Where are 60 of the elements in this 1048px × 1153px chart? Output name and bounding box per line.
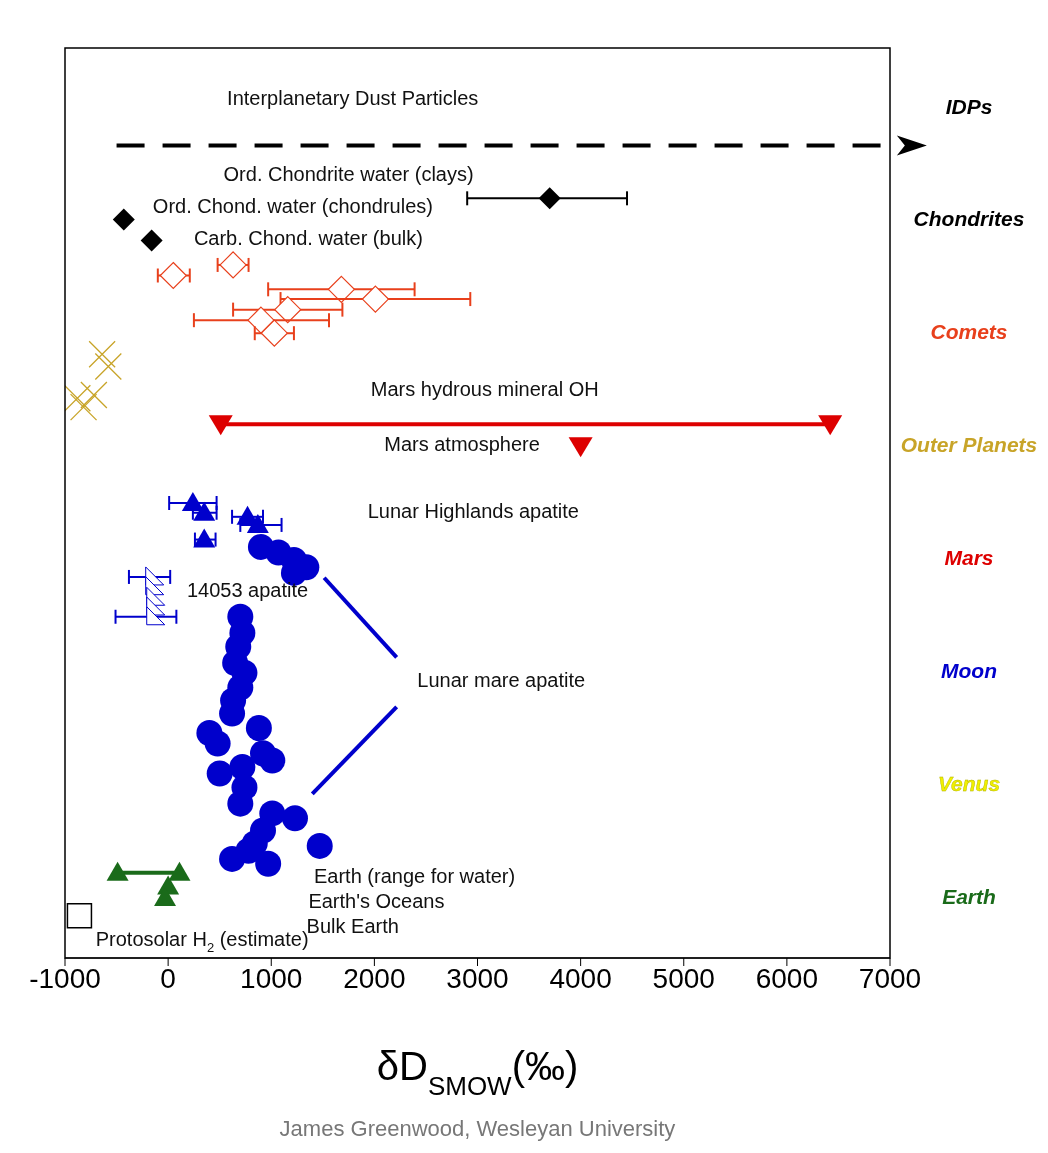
point — [88, 340, 116, 368]
x-tick-label: 7000 — [858, 962, 922, 994]
point — [146, 606, 166, 626]
x-tick-label: -1000 — [29, 962, 101, 994]
point — [65, 384, 92, 412]
text: Chondrites — [913, 207, 1025, 231]
annotation: Earth's Oceans — [308, 890, 445, 913]
point — [327, 275, 355, 303]
text: Moon — [941, 658, 997, 682]
annotation: Lunar mare apatite — [417, 669, 586, 692]
point — [260, 319, 288, 347]
annotation: Ord. Chond. water (chondrules) — [152, 195, 433, 218]
point — [306, 832, 333, 859]
point — [69, 393, 98, 421]
point — [245, 715, 272, 742]
point — [259, 747, 286, 774]
x-tick-label: 5000 — [652, 962, 715, 994]
annotation: Protosolar H$_{2}$ (estimate) — [95, 928, 309, 955]
text: IDPs — [945, 94, 993, 118]
x-tick-label: 4000 — [549, 962, 612, 994]
point — [246, 513, 269, 533]
x-tick-label: 0 — [160, 962, 176, 994]
annotation: Carb. Chond. water (bulk) — [193, 227, 423, 250]
text: Mars — [944, 545, 994, 569]
text: Comets — [930, 320, 1008, 344]
x-axis-title: δD$_{SMOW}$(‰) — [376, 1044, 579, 1101]
point — [255, 850, 282, 877]
text: Outer Planets — [900, 433, 1038, 457]
point — [94, 352, 122, 381]
point — [274, 296, 302, 324]
point — [112, 208, 135, 231]
annotation: Mars hydrous mineral OH — [370, 378, 599, 401]
point — [227, 790, 254, 817]
point — [80, 381, 108, 409]
point — [538, 187, 561, 210]
point — [204, 730, 231, 757]
point — [281, 805, 308, 832]
x-tick-label: 2000 — [343, 962, 406, 994]
legend-label: Venus — [937, 771, 1001, 795]
annotation: Bulk Earth — [306, 915, 399, 938]
annotation: Lunar Highlands apatite — [367, 500, 580, 523]
point — [66, 903, 93, 929]
point — [247, 306, 275, 334]
point — [206, 760, 233, 787]
text: Earth — [942, 884, 996, 908]
annotation: 14053 apatite — [186, 578, 309, 601]
text: James Greenwood, Wesleyan University — [279, 1116, 676, 1141]
point — [568, 437, 593, 458]
point — [219, 251, 247, 279]
text: Interplanetary Dust Particles — [227, 87, 479, 110]
annotation: Mars atmosphere — [384, 433, 540, 456]
point — [159, 261, 187, 290]
point — [140, 229, 163, 252]
x-tick-label: 6000 — [755, 962, 819, 994]
annotation: Ord. Chondrite water (clays) — [223, 163, 474, 186]
x-tick-label: 1000 — [240, 962, 303, 994]
annotation: Earth (range for water) — [313, 864, 516, 887]
point — [181, 492, 204, 511]
x-tick-label: 3000 — [446, 962, 509, 994]
point — [361, 285, 390, 313]
